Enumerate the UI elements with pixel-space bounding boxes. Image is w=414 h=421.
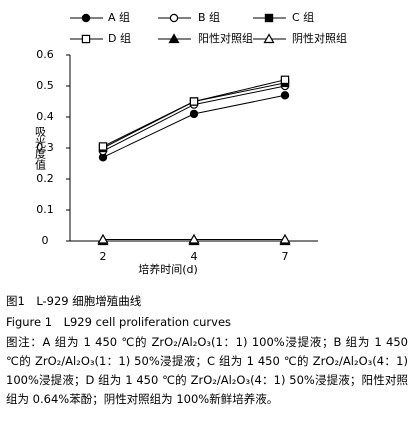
point	[97, 233, 109, 244]
x-tick-label: 7	[282, 250, 289, 263]
legend-marker	[263, 33, 275, 44]
legend-label: A 组	[108, 10, 130, 24]
y-tick-label: 0	[42, 234, 49, 247]
point	[280, 75, 290, 84]
x-axis-label: 培养时间(d)	[138, 262, 198, 276]
point	[188, 233, 200, 244]
legend-marker	[169, 13, 179, 23]
point	[189, 109, 199, 119]
y-tick-label: 0.6	[36, 48, 54, 61]
y-axis-label: 吸光度值	[34, 126, 47, 171]
legend-label: 阴性对照组	[292, 31, 347, 45]
y-tick-label: 0.5	[36, 79, 54, 92]
legend-label: D 组	[108, 31, 131, 45]
legend-label: C 组	[292, 10, 314, 24]
y-tick-label: 0.4	[36, 110, 54, 123]
point	[280, 91, 290, 100]
legend-marker	[168, 33, 180, 44]
x-tick-label: 2	[100, 250, 107, 263]
x-tick-label: 4	[191, 250, 198, 263]
caption-cn: 图1 L-929 细胞增殖曲线	[6, 294, 142, 308]
caption-en: Figure 1 L929 cell proliferation curves	[6, 315, 232, 329]
legend-label: B 组	[198, 10, 220, 24]
legend-marker	[264, 13, 274, 23]
series-line	[102, 85, 286, 152]
y-tick-label: 0.2	[36, 172, 54, 185]
point	[189, 97, 199, 106]
chart: 培养时间(d) 吸光度值 0 0.1 0.2 0.3 0.4 0.5 0.6 2 4 7 A 组 B …	[34, 10, 348, 276]
point	[98, 142, 108, 151]
legend-marker	[81, 34, 91, 44]
legend-marker	[81, 13, 91, 23]
y-tick-label: 0.1	[36, 203, 54, 216]
legend-label: 阳性对照组	[198, 31, 253, 45]
caption-note: 图注：A 组为 1 450 ℃的 ZrO₂/Al₂O₃(1：1) 100%浸提液…	[6, 335, 408, 406]
point	[279, 233, 291, 244]
y-tick-label: 0.3	[36, 141, 54, 154]
